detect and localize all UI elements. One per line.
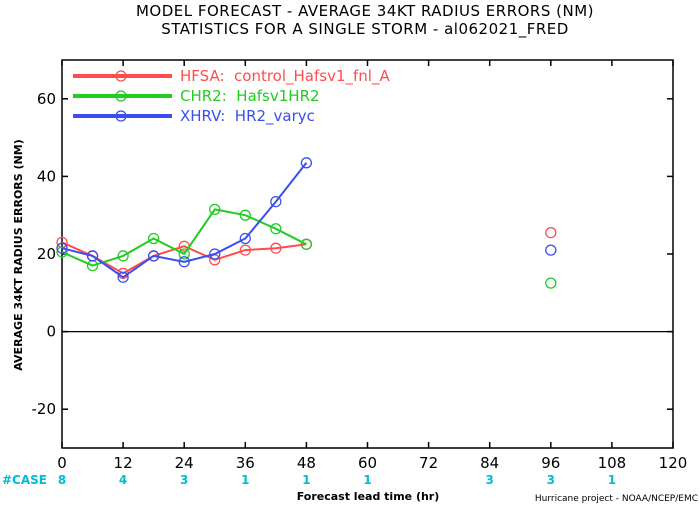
case-count: 1 — [608, 473, 616, 487]
x-axis-label: Forecast lead time (hr) — [297, 490, 440, 503]
data-point — [209, 203, 221, 216]
data-point — [117, 250, 129, 262]
legend-marker-2 — [115, 110, 127, 122]
x-tick-label: 0 — [57, 454, 67, 472]
data-point — [545, 244, 557, 256]
y-tick-label: 40 — [37, 167, 56, 185]
data-point — [300, 157, 313, 169]
credit-text: Hurricane project - NOAA/NCEP/EMC — [535, 494, 698, 504]
data-point — [270, 223, 282, 235]
data-point — [239, 232, 251, 245]
data-point — [545, 277, 557, 289]
chart-subtitle: STATISTICS FOR A SINGLE STORM - al062021… — [161, 20, 569, 39]
data-point — [270, 242, 282, 254]
plot-frame — [61, 59, 674, 449]
chart-title: MODEL FORECAST - AVERAGE 34KT RADIUS ERR… — [136, 2, 594, 20]
case-count: 3 — [180, 473, 188, 487]
case-count: 1 — [363, 473, 371, 487]
data-point — [270, 195, 282, 208]
data-point — [147, 250, 160, 262]
y-tick-label: -20 — [32, 400, 57, 418]
data-point — [545, 227, 557, 239]
series-line-0 — [61, 241, 307, 275]
data-point — [300, 238, 313, 250]
x-tick-label: 96 — [541, 454, 560, 472]
data-point — [239, 209, 251, 221]
case-count: 3 — [486, 473, 494, 487]
x-tick-label: 60 — [358, 454, 377, 472]
y-tick-label: 0 — [46, 323, 56, 341]
x-tick-label: 48 — [297, 454, 316, 472]
legend-label-2: XHRV: HR2_varyc — [180, 107, 315, 126]
x-tick-label: 120 — [659, 454, 688, 472]
data-point — [86, 250, 99, 262]
y-tick-label: 60 — [37, 90, 56, 108]
x-tick-label: 72 — [419, 454, 438, 472]
data-point — [147, 232, 160, 245]
series-line-2 — [61, 162, 308, 279]
data-point — [209, 248, 221, 260]
legend-label-1: CHR2: Hafsv1HR2 — [180, 87, 320, 105]
legend-label-0: HFSA: control_Hafsv1_fnl_A — [180, 67, 390, 86]
data-point — [56, 242, 68, 254]
legend-marker-1 — [115, 90, 127, 102]
case-count: 8 — [58, 473, 66, 487]
x-tick-label: 84 — [480, 454, 499, 472]
y-tick-label: 20 — [37, 245, 56, 263]
x-tick-label: 24 — [175, 454, 194, 472]
data-point — [56, 246, 68, 258]
case-count: 1 — [302, 473, 310, 487]
data-point — [117, 271, 129, 283]
legend-marker-0 — [115, 70, 127, 82]
data-point — [239, 244, 251, 256]
case-label: #CASE — [2, 473, 47, 487]
x-tick-label: 108 — [598, 454, 627, 472]
x-tick-label: 12 — [114, 454, 133, 472]
case-count: 1 — [241, 473, 249, 487]
data-point — [178, 256, 190, 268]
case-count: 4 — [119, 473, 127, 487]
case-count: 3 — [547, 473, 555, 487]
data-point — [178, 248, 190, 260]
x-tick-label: 36 — [236, 454, 255, 472]
y-axis-label: AVERAGE 34KT RADIUS ERRORS (NM) — [12, 139, 25, 370]
